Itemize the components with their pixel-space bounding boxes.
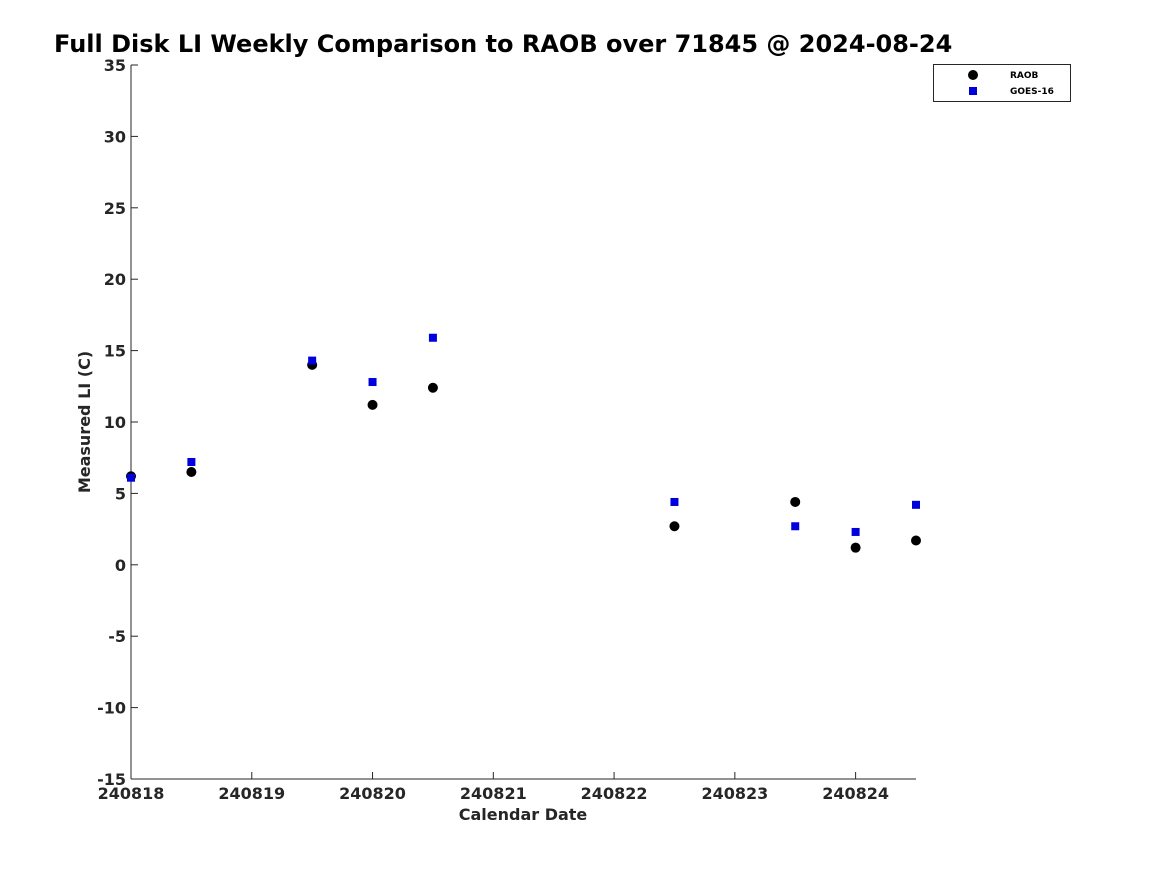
legend-marker (969, 87, 977, 95)
y-axis-label: Measured LI (C) (75, 351, 94, 493)
y-tick-label: -15 (97, 770, 126, 789)
y-tick-label: 5 (115, 484, 126, 503)
data-point (186, 466, 197, 477)
y-tick-label: 15 (104, 342, 126, 361)
data-point (790, 496, 801, 507)
legend-label: RAOB (1010, 71, 1039, 81)
x-tick-label: 240824 (822, 784, 889, 803)
y-tick-label: 10 (104, 413, 126, 432)
x-axis-label: Calendar Date (459, 805, 588, 824)
data-point (368, 378, 377, 387)
chart-title: Full Disk LI Weekly Comparison to RAOB o… (54, 30, 952, 58)
data-point (127, 473, 135, 482)
data-point (912, 500, 920, 509)
data-point (911, 535, 921, 546)
data-point (670, 497, 679, 506)
x-tick-label: 240818 (98, 784, 165, 803)
x-tick-label: 240822 (581, 784, 648, 803)
data-point (187, 457, 196, 466)
data-markers (126, 333, 921, 553)
data-point (850, 542, 861, 553)
legend-label: GOES-16 (1010, 87, 1054, 97)
x-tick-label: 240823 (701, 784, 768, 803)
legend: RAOB GOES-16 (933, 64, 1071, 102)
x-tick-label: 240819 (218, 784, 285, 803)
legend-box (933, 64, 1071, 102)
y-tick-label: 0 (115, 556, 126, 575)
legend-marker (968, 70, 978, 80)
axes: -15 -10 -5 0 5 10 15 20 25 30 35 240818 240819 240820… (97, 56, 916, 803)
data-point (791, 522, 800, 531)
data-point (427, 382, 438, 393)
series-raob (126, 359, 921, 553)
data-point (308, 356, 317, 365)
y-tick-label: -10 (97, 699, 126, 718)
y-tick-label: 30 (104, 127, 126, 146)
data-point (669, 521, 680, 532)
x-tick-label: 240821 (460, 784, 527, 803)
y-tick-label: -5 (108, 627, 126, 646)
y-tick-label: 35 (104, 56, 126, 75)
y-tick-label: 20 (104, 270, 126, 289)
x-tick-label: 240820 (339, 784, 406, 803)
series-goes-16 (127, 333, 920, 536)
data-point (851, 527, 860, 536)
data-point (428, 333, 437, 342)
y-tick-label: 25 (104, 199, 126, 218)
data-point (367, 399, 378, 410)
